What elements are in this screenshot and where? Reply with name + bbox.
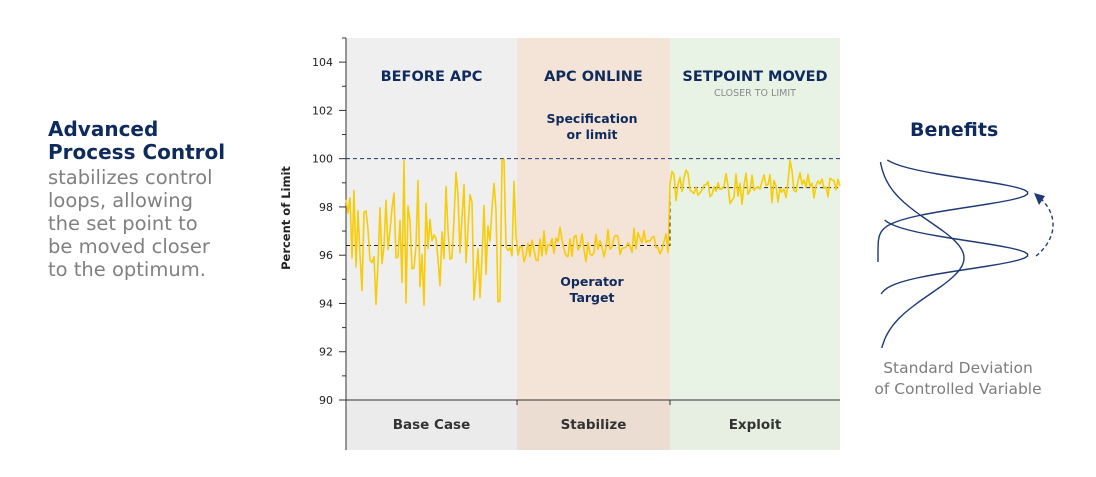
phase-title: APC ONLINE — [544, 69, 643, 85]
chart-labels: BEFORE APC Base Case APC ONLINE Stabilize SE… — [381, 69, 828, 433]
left-panel: Advanced Process Control stabilizes cont… — [48, 118, 258, 282]
phase-title: BEFORE APC — [381, 69, 483, 85]
y-tick-label: 102 — [312, 104, 333, 117]
y-tick-label: 94 — [319, 297, 333, 310]
series-layer — [345, 158, 841, 307]
limit-label: Specification — [547, 111, 638, 126]
shift-arrow-head — [1034, 193, 1045, 205]
target-label: Operator — [560, 274, 624, 289]
target-line — [346, 187, 840, 247]
phase-label: Exploit — [729, 417, 782, 433]
distribution-graphic — [877, 159, 1054, 349]
shift-arrow-curve — [1035, 197, 1054, 257]
y-tick-label: 104 — [312, 56, 333, 69]
benefits-caption-line1: Standard Deviation — [883, 359, 1033, 377]
narrow-distribution-upper — [877, 159, 1029, 262]
apc-heading-line1: Advanced — [48, 117, 159, 141]
y-tick-label: 92 — [319, 346, 333, 359]
phase-footer-base-case — [346, 400, 517, 450]
apc-description-line: be moved closer — [48, 235, 210, 258]
reference-lines — [346, 158, 840, 247]
apc-description-line: loops, allowing — [48, 189, 194, 212]
phase-label: Stabilize — [561, 417, 627, 433]
apc-description-line: the set point to — [48, 212, 198, 235]
y-tick-label: 90 — [319, 394, 333, 407]
y-axis: 90 92 94 96 98 100 102 104 Percent of Limit — [279, 37, 840, 450]
phase-band-base-case — [346, 38, 517, 400]
target-label: Target — [570, 290, 615, 305]
phase-title: SETPOINT MOVED — [682, 69, 827, 85]
narrow-distribution-lower — [880, 219, 1029, 295]
y-tick-label: 100 — [312, 153, 333, 166]
apc-description-line: to the optimum. — [48, 258, 206, 281]
limit-label: or limit — [567, 127, 618, 142]
phase-footer-stabilize — [517, 400, 670, 450]
cv-series-line — [345, 158, 841, 307]
apc-heading-line2: Process Control — [48, 140, 226, 164]
phase-label: Base Case — [393, 417, 471, 433]
phase-subtitle: CLOSER TO LIMIT — [714, 88, 796, 99]
phase-band-exploit — [670, 38, 840, 400]
apc-description-line: stabilizes control — [48, 166, 213, 189]
y-tick-label: 96 — [319, 249, 333, 262]
benefits-title: Benefits — [910, 119, 999, 141]
phase-footer-exploit — [670, 400, 840, 450]
y-axis-label: Percent of Limit — [279, 166, 293, 270]
benefits-caption: Standard Deviation of Controlled Variabl… — [858, 358, 1058, 400]
apc-heading: Advanced Process Control — [48, 118, 258, 164]
phase-bands — [346, 38, 840, 450]
phase-band-stabilize — [517, 38, 670, 400]
y-tick-label: 98 — [319, 201, 333, 214]
benefits-caption-line2: of Controlled Variable — [874, 380, 1042, 398]
wide-distribution-curve — [879, 161, 965, 349]
apc-description: stabilizes control loops, allowing the s… — [48, 166, 258, 281]
